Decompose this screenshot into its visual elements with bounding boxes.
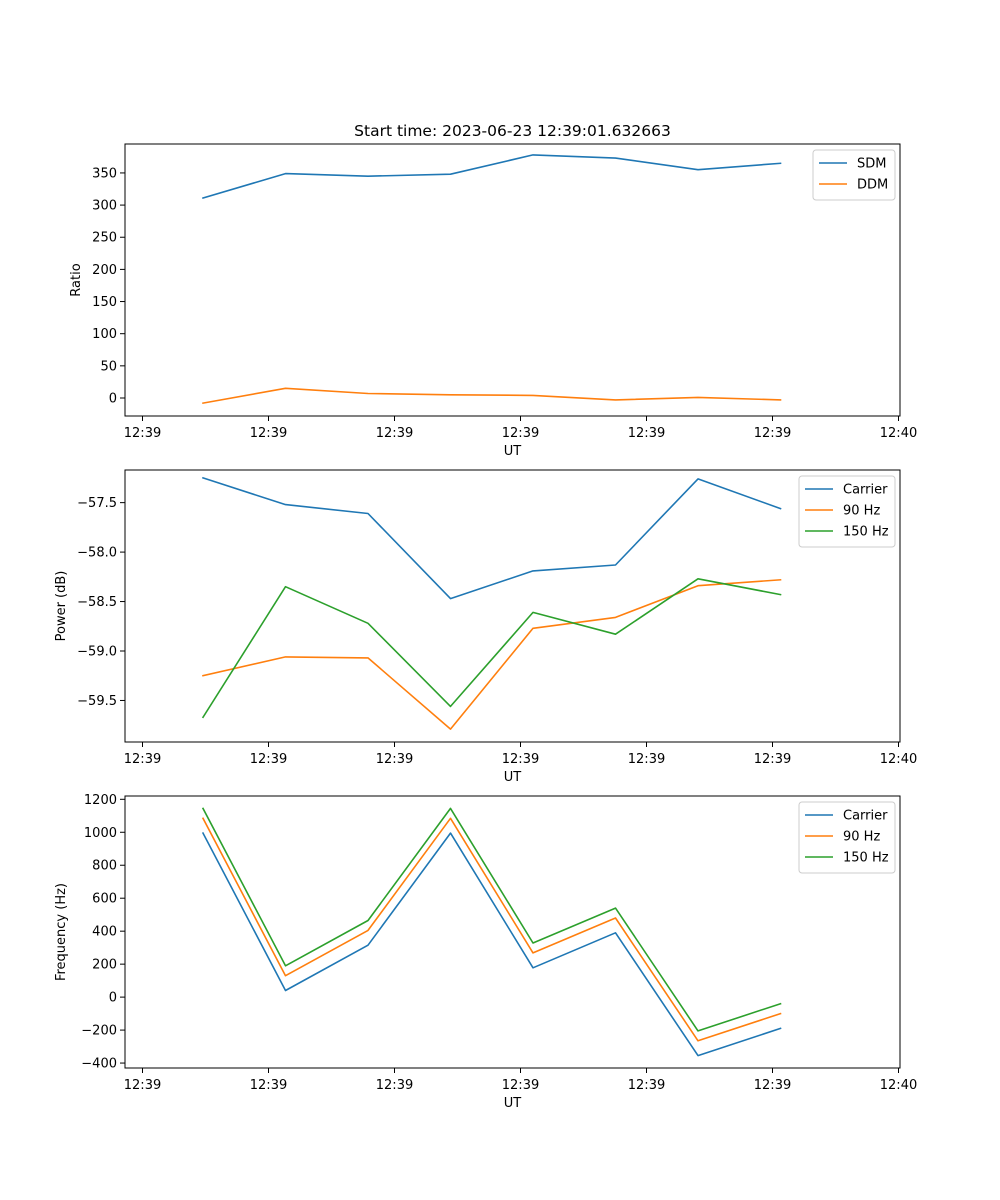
figure-title: Start time: 2023-06-23 12:39:01.632663 bbox=[354, 122, 671, 140]
plot-frame bbox=[124, 143, 901, 417]
series-line-150-hz bbox=[201, 807, 782, 1032]
x-tick-label: 12:39 bbox=[250, 426, 287, 441]
series-line-ddm bbox=[202, 387, 782, 405]
y-tick-label: −58.0 bbox=[77, 546, 117, 561]
x-tick-label: 12:39 bbox=[250, 1078, 287, 1093]
x-tick-label: 12:39 bbox=[754, 752, 791, 767]
y-axis-label: Power (dB) bbox=[54, 571, 69, 642]
x-tick-label: 12:40 bbox=[880, 426, 917, 441]
y-tick-label: 350 bbox=[92, 166, 117, 181]
plots: 12:39 12:39 12:39 12:39 12:39 12:39 12:40 0 50 10… bbox=[54, 143, 917, 1111]
series-line-150-hz bbox=[201, 577, 782, 719]
plot-frame bbox=[124, 469, 901, 743]
x-tick-label: 12:39 bbox=[124, 752, 161, 767]
y-tick-label: 200 bbox=[92, 958, 117, 973]
x-tick-label: 12:39 bbox=[124, 1078, 161, 1093]
y-tick-label: 150 bbox=[92, 295, 117, 310]
legend-frame bbox=[798, 801, 896, 874]
x-tick-label: 12:39 bbox=[376, 752, 413, 767]
y-tick-label: 200 bbox=[92, 263, 117, 278]
x-axis-label: UT bbox=[504, 1096, 522, 1111]
y-tick-label: −59.5 bbox=[77, 694, 117, 709]
legend-label: 90 Hz bbox=[843, 830, 880, 845]
x-tick-label: 12:39 bbox=[502, 1078, 539, 1093]
x-tick-label: 12:39 bbox=[628, 1078, 665, 1093]
legend-label: 150 Hz bbox=[843, 851, 889, 866]
x-axis-label: UT bbox=[504, 444, 522, 459]
y-tick-label: −59.0 bbox=[77, 645, 117, 660]
y-tick-label: −57.5 bbox=[77, 496, 117, 511]
legend-label: Carrier bbox=[843, 483, 888, 498]
y-tick-label: 600 bbox=[92, 892, 117, 907]
x-tick-label: 12:39 bbox=[754, 426, 791, 441]
x-tick-label: 12:39 bbox=[628, 752, 665, 767]
panel-1: 12:39 12:39 12:39 12:39 12:39 12:39 12:40 0 50 10… bbox=[69, 143, 917, 459]
y-tick-label: 250 bbox=[92, 231, 117, 246]
y-tick-label: 50 bbox=[100, 359, 117, 374]
y-tick-label: −400 bbox=[81, 1057, 117, 1072]
plot-frame bbox=[124, 795, 901, 1069]
panel-3: 12:39 12:39 12:39 12:39 12:39 12:39 12:40 −400 −… bbox=[54, 793, 917, 1111]
legend-label: Carrier bbox=[843, 809, 888, 824]
y-tick-label: −200 bbox=[81, 1024, 117, 1039]
y-tick-label: 800 bbox=[92, 859, 117, 874]
y-tick-label: 1200 bbox=[84, 793, 117, 808]
x-tick-label: 12:40 bbox=[880, 752, 917, 767]
x-tick-label: 12:39 bbox=[376, 1078, 413, 1093]
series-line-carrier bbox=[201, 832, 782, 1057]
y-tick-label: 1000 bbox=[84, 826, 117, 841]
series-line-carrier bbox=[201, 476, 782, 600]
y-tick-label: 0 bbox=[109, 391, 117, 406]
y-tick-label: 400 bbox=[92, 925, 117, 940]
legend-label: DDM bbox=[857, 178, 888, 193]
legend-label: 90 Hz bbox=[843, 504, 880, 519]
x-tick-label: 12:39 bbox=[628, 426, 665, 441]
x-tick-label: 12:39 bbox=[250, 752, 287, 767]
x-tick-label: 12:39 bbox=[376, 426, 413, 441]
x-tick-label: 12:39 bbox=[124, 426, 161, 441]
series-line-sdm bbox=[202, 154, 782, 199]
legend: Carrier 90 Hz 150 Hz bbox=[798, 475, 896, 548]
legend: Carrier 90 Hz 150 Hz bbox=[798, 801, 896, 874]
x-axis-label: UT bbox=[504, 770, 522, 785]
x-tick-label: 12:40 bbox=[880, 1078, 917, 1093]
legend-label: SDM bbox=[857, 157, 886, 172]
y-tick-label: 0 bbox=[109, 991, 117, 1006]
panel-2: 12:39 12:39 12:39 12:39 12:39 12:39 12:40 −59.5… bbox=[54, 469, 917, 785]
y-tick-label: −58.5 bbox=[77, 595, 117, 610]
y-axis-label: Frequency (Hz) bbox=[54, 883, 69, 981]
series-line-90-hz bbox=[202, 578, 782, 730]
x-tick-label: 12:39 bbox=[754, 1078, 791, 1093]
y-tick-label: 300 bbox=[92, 199, 117, 214]
series-line-90-hz bbox=[201, 817, 782, 1042]
legend: SDM DDM bbox=[812, 149, 896, 201]
legend-label: 150 Hz bbox=[843, 525, 889, 540]
y-axis-label: Ratio bbox=[69, 263, 84, 296]
legend-frame bbox=[798, 475, 896, 548]
x-tick-label: 12:39 bbox=[502, 426, 539, 441]
x-tick-label: 12:39 bbox=[502, 752, 539, 767]
y-tick-label: 100 bbox=[92, 327, 117, 342]
